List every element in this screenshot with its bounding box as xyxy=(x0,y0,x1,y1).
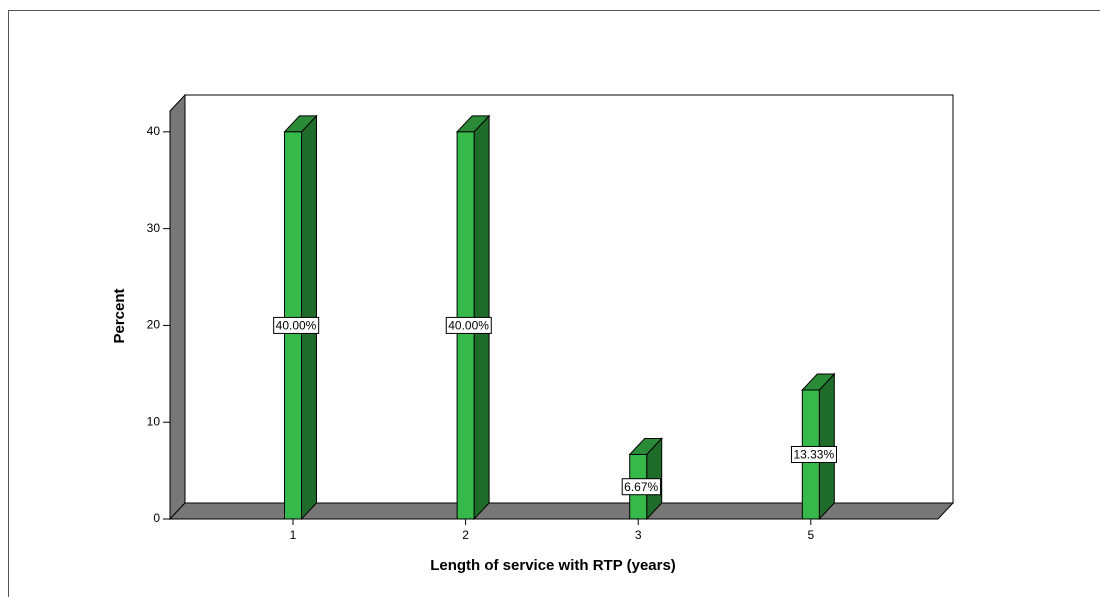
x-tick-label: 1 xyxy=(290,528,297,542)
value-label: 13.33% xyxy=(793,448,834,462)
y-tick-label: 0 xyxy=(153,511,160,525)
y-axis-title: Percent xyxy=(111,288,128,343)
x-tick-label: 5 xyxy=(807,528,814,542)
y-tick-label: 10 xyxy=(147,414,161,428)
x-tick-label: 3 xyxy=(635,528,642,542)
value-label-box xyxy=(621,478,662,496)
value-label-box xyxy=(790,445,837,463)
floor xyxy=(168,502,955,520)
x-axis-title: Length of service with RTP (years) xyxy=(430,557,676,574)
y-tick-label: 40 xyxy=(147,124,161,138)
value-label-box xyxy=(445,316,492,334)
y-tick-label: 30 xyxy=(147,221,161,235)
value-label-box xyxy=(273,316,320,334)
side-wall xyxy=(169,93,186,521)
value-label: 6.67% xyxy=(624,480,658,494)
value-label: 40.00% xyxy=(448,319,489,333)
y-tick-label: 20 xyxy=(147,318,161,332)
x-tick-label: 2 xyxy=(462,528,469,542)
value-label: 40.00% xyxy=(276,319,317,333)
